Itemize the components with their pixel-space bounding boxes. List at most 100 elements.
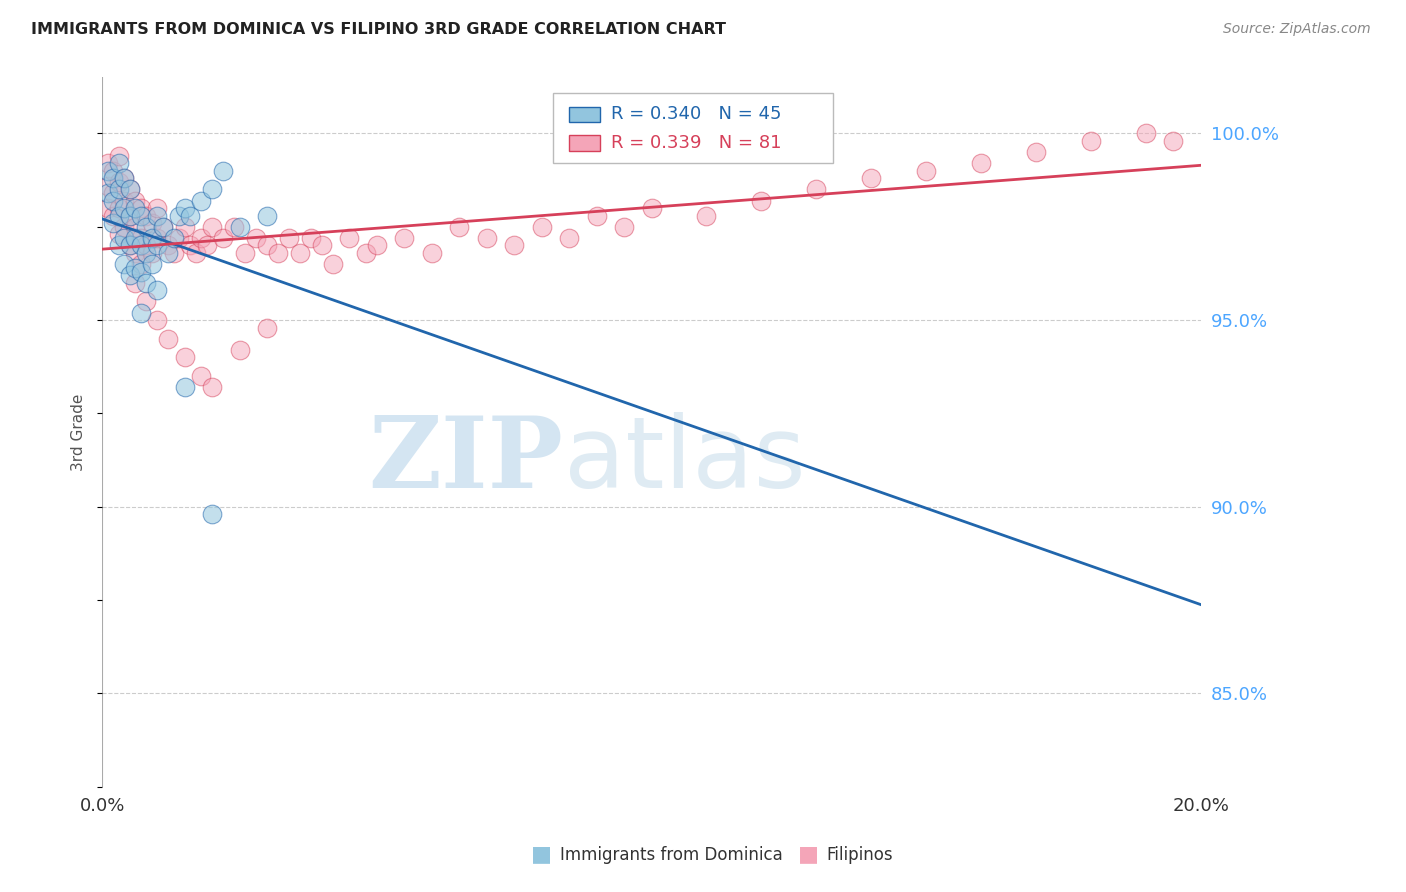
Point [124, 260, 146, 275]
Point [124, 201, 146, 215]
Point [135, 209, 157, 223]
Point [112, 257, 135, 271]
Point [173, 219, 195, 234]
Point [141, 216, 163, 230]
Text: R = 0.339   N = 81: R = 0.339 N = 81 [610, 135, 782, 153]
Point [245, 231, 267, 245]
Point [212, 231, 235, 245]
Point [201, 508, 224, 522]
Point [135, 238, 157, 252]
Point [228, 343, 250, 357]
Point [233, 246, 256, 260]
Point [112, 194, 135, 208]
Point [129, 209, 152, 223]
Point [118, 268, 141, 283]
FancyBboxPatch shape [569, 106, 600, 122]
Point [157, 238, 180, 252]
Point [129, 257, 152, 271]
Point [201, 219, 224, 234]
Point [146, 209, 169, 223]
Point [141, 246, 163, 260]
Point [135, 246, 157, 260]
Point [1080, 134, 1102, 148]
Point [449, 219, 471, 234]
Point [311, 238, 333, 252]
Point [152, 219, 174, 234]
Point [222, 219, 245, 234]
Point [97, 163, 120, 178]
Point [613, 219, 636, 234]
Point [256, 320, 278, 334]
Point [103, 163, 125, 178]
Point [503, 238, 526, 252]
Point [179, 238, 201, 252]
Point [157, 332, 180, 346]
Y-axis label: 3rd Grade: 3rd Grade [72, 393, 86, 471]
Point [173, 201, 195, 215]
Point [173, 380, 195, 394]
Text: IMMIGRANTS FROM DOMINICA VS FILIPINO 3RD GRADE CORRELATION CHART: IMMIGRANTS FROM DOMINICA VS FILIPINO 3RD… [31, 22, 725, 37]
Point [112, 171, 135, 186]
Point [475, 231, 498, 245]
Point [124, 276, 146, 290]
Point [256, 238, 278, 252]
Point [97, 178, 120, 193]
Point [141, 231, 163, 245]
Text: R = 0.340   N = 45: R = 0.340 N = 45 [610, 105, 782, 123]
Point [806, 182, 828, 196]
Point [118, 182, 141, 196]
Text: Filipinos: Filipinos [827, 846, 893, 863]
Point [97, 201, 120, 215]
Point [167, 209, 190, 223]
Point [366, 238, 388, 252]
Point [299, 231, 322, 245]
Point [195, 238, 218, 252]
Point [339, 231, 361, 245]
Point [107, 201, 129, 215]
Point [107, 149, 129, 163]
Point [152, 219, 174, 234]
Point [173, 351, 195, 365]
Text: ■: ■ [799, 845, 818, 864]
Point [184, 246, 207, 260]
Point [146, 231, 169, 245]
Point [112, 219, 135, 234]
Point [97, 156, 120, 170]
Point [915, 163, 938, 178]
Point [179, 209, 201, 223]
Point [146, 201, 169, 215]
Point [751, 194, 773, 208]
Point [394, 231, 416, 245]
Point [107, 238, 129, 252]
Point [129, 201, 152, 215]
Point [112, 171, 135, 186]
Point [129, 306, 152, 320]
Point [695, 209, 717, 223]
Point [103, 171, 125, 186]
Point [640, 201, 662, 215]
Point [118, 238, 141, 252]
Text: ■: ■ [531, 845, 551, 864]
Point [1025, 145, 1047, 160]
Text: Immigrants from Dominica: Immigrants from Dominica [560, 846, 782, 863]
Point [530, 219, 553, 234]
Point [124, 219, 146, 234]
Point [860, 171, 883, 186]
FancyBboxPatch shape [569, 135, 600, 151]
Point [103, 216, 125, 230]
Point [322, 257, 344, 271]
Point [135, 219, 157, 234]
FancyBboxPatch shape [553, 93, 832, 162]
Point [118, 209, 141, 223]
Point [118, 238, 141, 252]
Point [112, 231, 135, 245]
Point [135, 294, 157, 309]
Point [420, 246, 443, 260]
Point [190, 194, 212, 208]
Point [162, 231, 184, 245]
Point [256, 209, 278, 223]
Point [103, 209, 125, 223]
Point [146, 283, 169, 297]
Point [157, 246, 180, 260]
Point [124, 231, 146, 245]
